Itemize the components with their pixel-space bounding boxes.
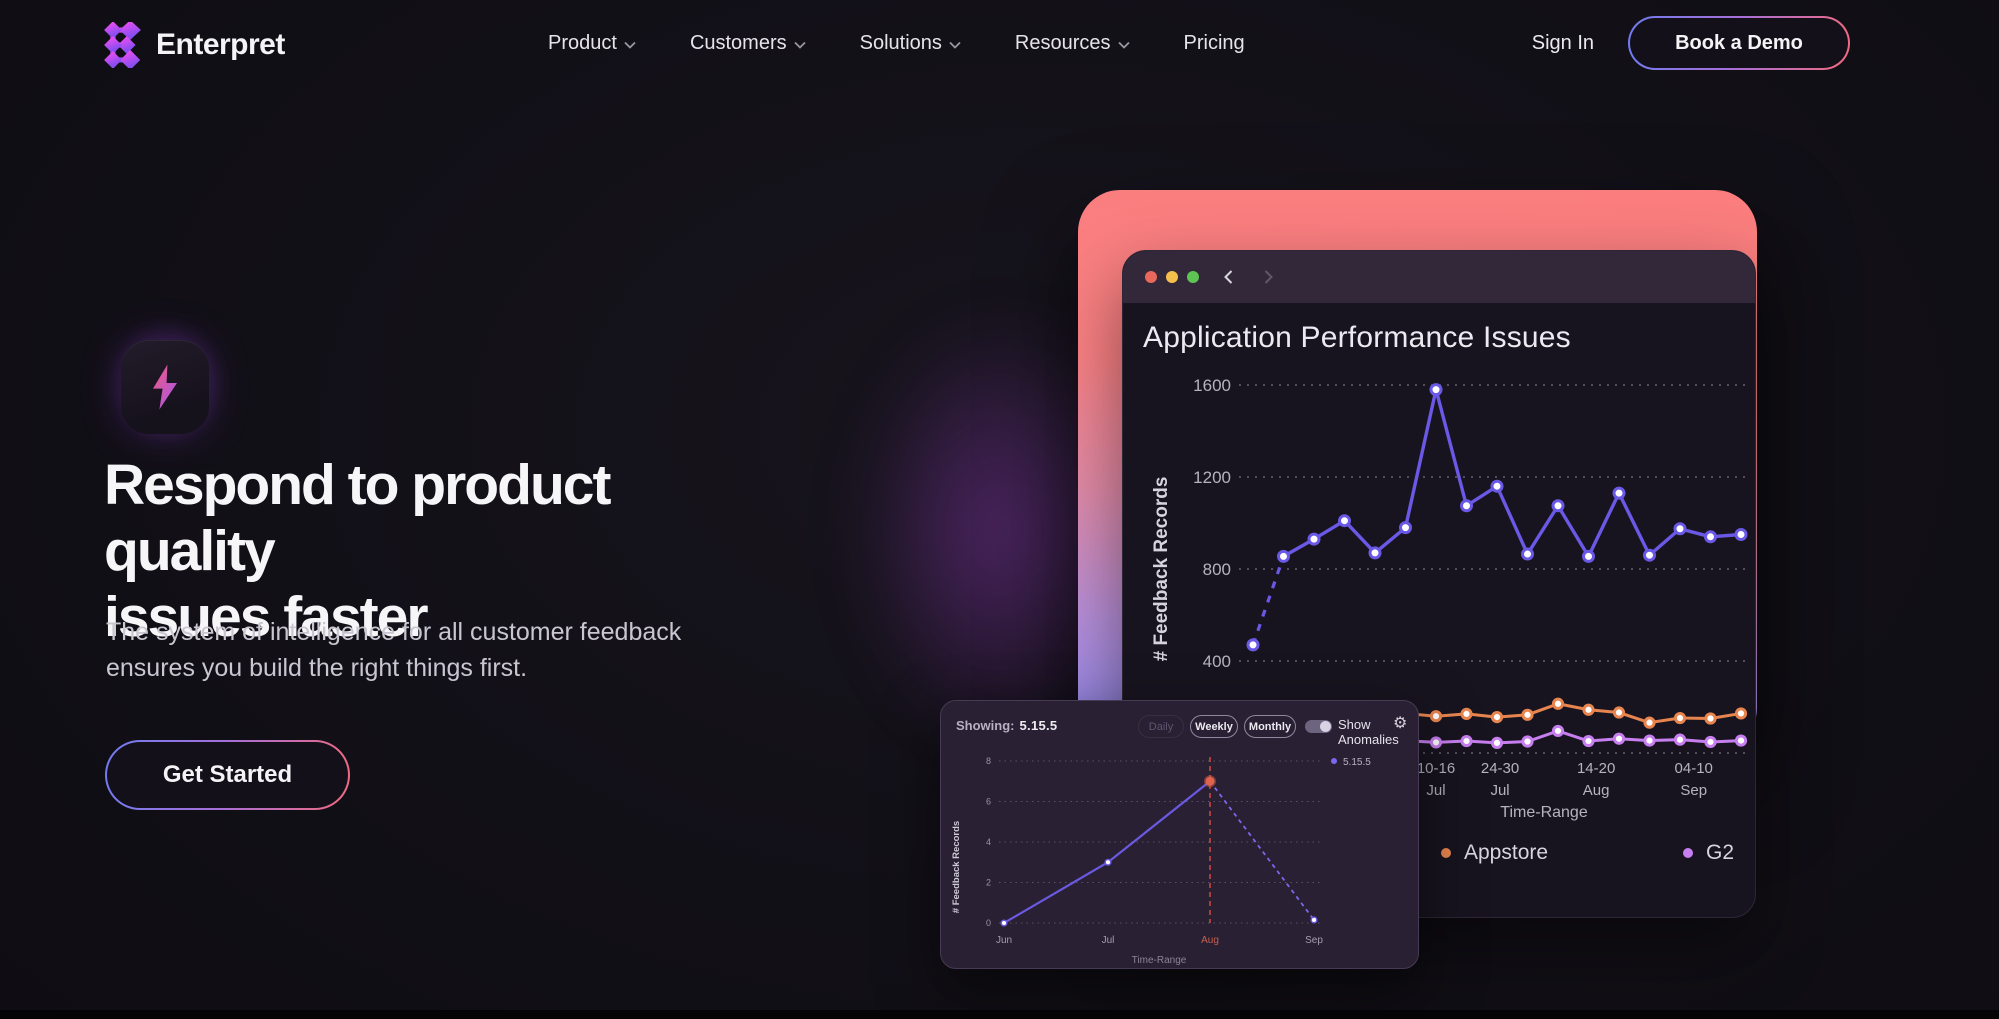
nav-item-customers[interactable]: Customers [690, 32, 806, 55]
svg-text:24-30: 24-30 [1481, 760, 1519, 777]
enterpret-logo[interactable]: Enterpret [100, 22, 285, 68]
show-anomalies-toggle[interactable] [1305, 720, 1332, 733]
lightning-bolt-icon [153, 364, 177, 410]
svg-text:Jul: Jul [1102, 935, 1115, 946]
chevron-down-icon [949, 41, 961, 49]
svg-text:10-16: 10-16 [1417, 760, 1455, 777]
lightning-badge [121, 340, 209, 434]
svg-text:14-20: 14-20 [1577, 760, 1615, 777]
hero-subtitle: The system of intelligence for all custo… [106, 618, 682, 682]
svg-text:400: 400 [1203, 652, 1231, 671]
svg-text:6: 6 [986, 797, 991, 807]
svg-text:1200: 1200 [1193, 468, 1231, 487]
anomaly-widget-card: Showing: 5.15.5 Daily Weekly Monthly Show… [940, 700, 1419, 969]
svg-text:Jun: Jun [996, 935, 1012, 946]
svg-text:5.15.5: 5.15.5 [1343, 757, 1371, 768]
appstore-legend-dot [1441, 848, 1451, 858]
chevron-down-icon [1117, 41, 1130, 49]
forward-arrow-icon[interactable] [1259, 268, 1277, 286]
traffic-light-red [1145, 271, 1157, 283]
svg-text:2: 2 [986, 878, 991, 888]
svg-text:0: 0 [986, 918, 991, 928]
svg-text:Jul: Jul [1426, 782, 1445, 799]
nav-item-product[interactable]: Product [548, 32, 636, 55]
mini-line-chart-svg: 0 2 4 6 8 # Feedback Records Jun Jul Aug Sep Time-… [951, 756, 1371, 966]
next-section-edge [0, 1010, 1999, 1019]
svg-text:Time-Range: Time-Range [1500, 804, 1588, 821]
widget-header: Showing: 5.15.5 Daily Weekly Monthly Show… [941, 701, 1418, 749]
big-line-chart-svg: 400 800 1200 1600 # Feedback Records 10-16 Jul… [1151, 376, 1748, 821]
chart-title: Application Performance Issues [1143, 321, 1571, 354]
big-chart-legend: Appstore G2 [1123, 831, 1755, 871]
svg-text:Aug: Aug [1583, 782, 1610, 799]
top-navigation-bar: Enterpret Product Customers Solutions Re… [0, 0, 1999, 86]
showing-value: 5.15.5 [1019, 718, 1058, 733]
chevron-down-icon [794, 41, 806, 49]
nav-item-resources[interactable]: Resources [1015, 32, 1130, 55]
legend-item-g2: G2 [1683, 841, 1734, 865]
g2-legend-dot [1683, 848, 1693, 858]
toggle-knob [1320, 721, 1331, 732]
sign-in-link[interactable]: Sign In [1531, 31, 1594, 54]
nav-item-solutions[interactable]: Solutions [860, 32, 961, 55]
show-anomalies-label: Show Anomalies [1338, 717, 1399, 747]
browser-titlebar [1123, 251, 1755, 303]
enterpret-logo-icon [104, 22, 141, 68]
weekly-button[interactable]: Weekly [1190, 715, 1238, 738]
svg-text:4: 4 [986, 837, 991, 847]
chevron-down-icon [624, 41, 636, 49]
svg-text:1600: 1600 [1193, 376, 1231, 395]
monthly-button[interactable]: Monthly [1244, 715, 1296, 738]
svg-text:Sep: Sep [1305, 935, 1323, 946]
hero-heading: Respond to product quality issues faster [104, 453, 611, 649]
main-nav: Product Customers Solutions Resources Pr… [548, 0, 1245, 86]
settings-gear-icon[interactable]: ⚙ [1393, 715, 1408, 732]
logo-wordmark: Enterpret [156, 28, 285, 61]
book-a-demo-button[interactable]: Book a Demo [1628, 16, 1850, 70]
svg-text:04-10: 04-10 [1675, 760, 1713, 777]
showing-label: Showing: 5.15.5 [956, 718, 1058, 733]
svg-text:# Feedback Records: # Feedback Records [1151, 477, 1172, 662]
svg-text:# Feedback Records: # Feedback Records [951, 821, 962, 913]
header-actions: Sign In Book a Demo [1532, 0, 1850, 86]
traffic-light-yellow [1166, 271, 1178, 283]
svg-text:Jul: Jul [1490, 782, 1509, 799]
svg-text:Time-Range: Time-Range [1132, 955, 1187, 966]
svg-text:8: 8 [986, 756, 991, 766]
svg-text:Aug: Aug [1201, 935, 1219, 946]
daily-button[interactable]: Daily [1138, 715, 1184, 738]
svg-text:800: 800 [1203, 560, 1231, 579]
traffic-light-green [1187, 271, 1199, 283]
back-arrow-icon[interactable] [1220, 268, 1238, 286]
legend-item-appstore: Appstore [1441, 841, 1548, 865]
get-started-button[interactable]: Get Started [105, 740, 350, 810]
svg-text:Sep: Sep [1680, 782, 1707, 799]
nav-item-pricing[interactable]: Pricing [1183, 31, 1245, 54]
